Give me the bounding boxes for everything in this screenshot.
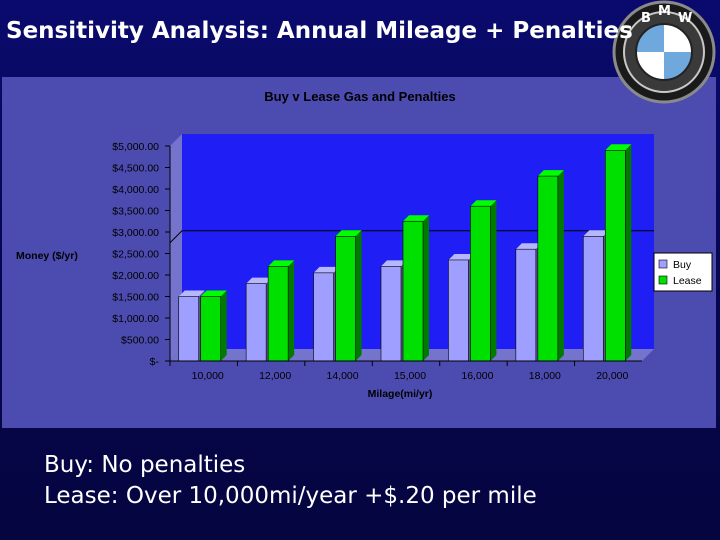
bullet-lease: Lease: Over 10,000mi/year +$.20 per mile bbox=[44, 483, 537, 509]
y-tick-label: $5,000.00 bbox=[112, 141, 159, 153]
y-axis-label: Money ($/yr) bbox=[16, 250, 78, 262]
bar-top bbox=[268, 260, 295, 267]
x-tick-label: 15,000 bbox=[394, 370, 426, 382]
x-tick-label: 12,000 bbox=[259, 370, 291, 382]
bar-buy bbox=[380, 266, 402, 362]
bar-lease bbox=[537, 175, 559, 362]
bar-top bbox=[448, 253, 475, 260]
legend-box bbox=[653, 252, 713, 292]
bar-top bbox=[335, 230, 362, 237]
bar-side bbox=[288, 260, 295, 361]
bar-lease bbox=[604, 150, 626, 362]
bar-buy bbox=[245, 283, 267, 362]
bullet-list: Buy: No penalties Lease: Over 10,000mi/y… bbox=[44, 450, 537, 512]
y-tick-label: $500.00 bbox=[121, 335, 159, 347]
y-tick-label: $3,000.00 bbox=[112, 227, 159, 239]
logo-letter-b: B bbox=[641, 11, 651, 26]
bar-lease bbox=[470, 205, 491, 362]
y-tick-label: $2,500.00 bbox=[112, 249, 159, 261]
bar-lease bbox=[402, 220, 424, 362]
bar-side bbox=[625, 144, 632, 361]
chart-panel: Buy v Lease Gas and Penalties Money ($/y… bbox=[2, 77, 716, 428]
bar-chart: Buy v Lease Gas and Penalties Money ($/y… bbox=[16, 89, 713, 400]
y-tick-label: $- bbox=[150, 356, 160, 368]
y-tick-label: $4,500.00 bbox=[112, 163, 159, 175]
x-tick-label: 18,000 bbox=[529, 370, 561, 382]
chart-title: Buy v Lease Gas and Penalties bbox=[264, 89, 455, 104]
legend-label-lease: Lease bbox=[673, 275, 702, 287]
bar-buy bbox=[448, 259, 469, 362]
bar-top bbox=[583, 230, 610, 237]
bar-lease bbox=[200, 296, 222, 362]
bar-side bbox=[490, 200, 497, 361]
bar-lease bbox=[267, 266, 289, 362]
bar-side bbox=[220, 290, 227, 361]
y-tick-label: $2,000.00 bbox=[112, 270, 159, 282]
bar-buy bbox=[313, 272, 334, 362]
x-axis-label: Milage(mi/yr) bbox=[368, 388, 433, 400]
bar-top bbox=[381, 260, 407, 267]
slide-title: Sensitivity Analysis: Annual Mileage + P… bbox=[6, 18, 633, 44]
y-tick-label: $3,500.00 bbox=[112, 206, 159, 218]
bar-top bbox=[246, 277, 273, 284]
bar-buy bbox=[582, 236, 604, 362]
y-tick-label: $4,000.00 bbox=[112, 184, 159, 196]
y-tick-label: $1,500.00 bbox=[112, 292, 159, 304]
bar-side bbox=[355, 230, 362, 361]
bar-top bbox=[515, 243, 542, 250]
legend-swatch-lease bbox=[658, 275, 668, 285]
x-tick-label: 20,000 bbox=[596, 370, 628, 382]
bar-top bbox=[200, 290, 227, 297]
bar-top bbox=[178, 290, 205, 297]
bmw-logo: B M W bbox=[612, 0, 716, 104]
bar-top bbox=[313, 266, 340, 273]
bar-side bbox=[423, 215, 429, 361]
bar-lease bbox=[335, 236, 356, 362]
bar-top bbox=[605, 144, 632, 151]
bar-buy bbox=[515, 248, 537, 362]
legend-label-buy: Buy bbox=[673, 259, 692, 271]
x-tick-label: 10,000 bbox=[192, 370, 224, 382]
bar-top bbox=[537, 170, 564, 177]
bar-top bbox=[403, 215, 429, 222]
logo-letter-w: W bbox=[678, 11, 692, 26]
bar-top bbox=[470, 200, 497, 207]
x-tick-label: 14,000 bbox=[327, 370, 359, 382]
bullet-buy: Buy: No penalties bbox=[44, 452, 246, 478]
bar-side bbox=[557, 170, 564, 361]
y-tick-label: $1,000.00 bbox=[112, 313, 159, 325]
gridline-side bbox=[169, 230, 183, 244]
x-tick-label: 16,000 bbox=[461, 370, 493, 382]
bar-buy bbox=[178, 296, 200, 362]
legend-swatch-buy bbox=[658, 259, 668, 269]
logo-letter-m: M bbox=[658, 4, 671, 19]
